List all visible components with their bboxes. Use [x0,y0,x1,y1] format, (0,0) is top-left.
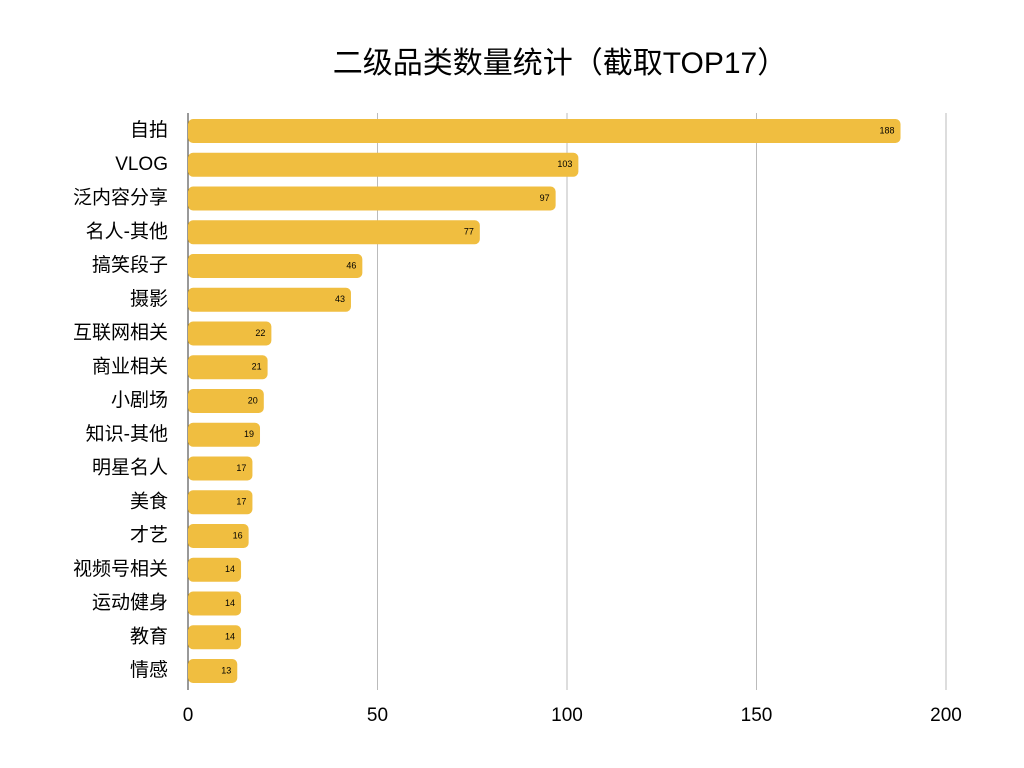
y-tick-label: 摄影 [130,288,168,310]
y-tick-label: 泛内容分享 [73,187,168,209]
y-tick-label: 视频号相关 [73,558,168,580]
y-tick-label: 互联网相关 [73,322,168,344]
bar [188,422,261,447]
bar [188,524,249,548]
value-label: 43 [335,294,345,304]
bar [188,254,363,278]
bar [188,355,268,380]
value-label: 46 [346,260,356,270]
bar [188,659,238,683]
bar [188,591,242,616]
bar [188,287,351,312]
x-tick-label: 50 [367,705,388,726]
x-tick-label: 100 [551,705,583,726]
bar [188,119,901,143]
x-tick-label: 0 [183,705,194,726]
value-label: 13 [221,665,231,675]
y-tick-label: 搞笑段子 [92,254,168,276]
value-label: 14 [225,598,235,608]
x-tick-label: 200 [930,705,962,726]
value-label: 14 [225,632,235,642]
bar [188,321,272,346]
value-label: 21 [252,362,262,372]
value-label: 19 [244,429,254,439]
value-label: 17 [236,463,246,473]
y-tick-label: 小剧场 [111,389,168,411]
y-tick-label: 情感 [130,659,168,681]
y-tick-label: 名人-其他 [86,220,168,242]
chart-title: 二级品类数量统计（截取TOP17） [333,47,788,80]
value-label: 17 [236,497,246,507]
value-label: 77 [464,227,474,237]
bar [188,186,556,211]
y-tick-label: 知识-其他 [86,423,168,445]
y-tick-label: 才艺 [130,524,168,546]
value-label: 103 [557,159,572,169]
bar [188,490,253,515]
value-label: 14 [225,564,235,574]
y-tick-label: VLOG [115,154,168,175]
bar [188,456,253,481]
y-tick-label: 自拍 [130,119,168,141]
y-tick-label: 明星名人 [92,457,168,479]
bar [188,220,480,245]
value-label: 20 [248,395,258,405]
y-tick-label: 运动健身 [92,592,168,614]
value-label: 16 [233,530,243,540]
y-tick-label: 美食 [130,490,168,512]
bar [188,152,579,177]
value-label: 97 [540,193,550,203]
bar [188,557,242,582]
bar [188,389,264,413]
value-label: 22 [255,328,265,338]
value-label: 188 [879,125,894,135]
y-tick-label: 商业相关 [92,355,168,377]
x-tick-label: 150 [741,705,773,726]
bar [188,625,242,650]
y-tick-label: 教育 [130,625,168,647]
